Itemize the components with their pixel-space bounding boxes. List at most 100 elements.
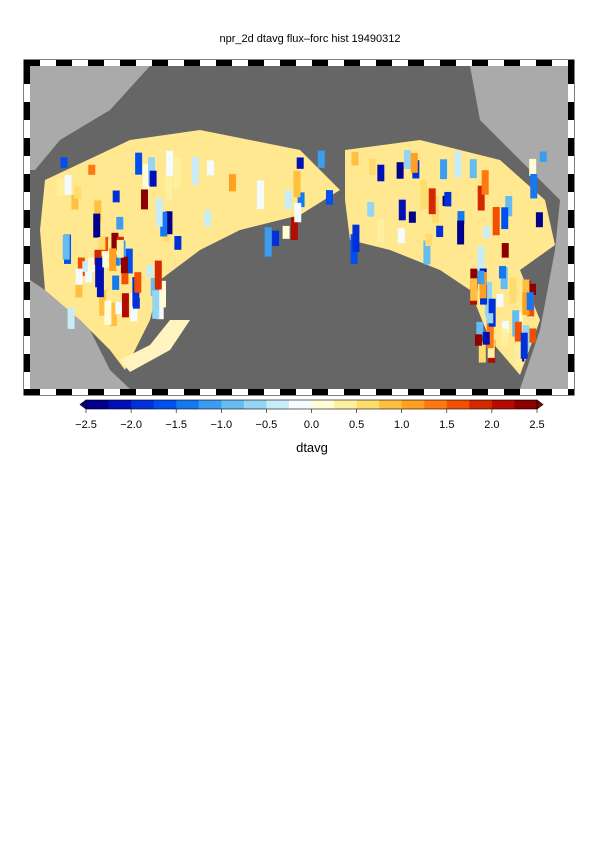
colorbar-segment xyxy=(266,400,290,409)
data-cell xyxy=(469,159,477,179)
border-tick xyxy=(24,318,30,336)
data-cell xyxy=(520,332,528,359)
border-tick xyxy=(24,174,30,192)
title: npr_2d dtavg flux–forc hist 19490312 xyxy=(219,33,400,45)
border-tick xyxy=(568,389,574,395)
data-cells xyxy=(56,150,547,366)
border-tick xyxy=(568,66,574,84)
border-tick xyxy=(568,246,574,264)
data-cell xyxy=(85,262,93,283)
border-tick xyxy=(568,264,574,282)
data-cell xyxy=(535,212,543,228)
border-tick xyxy=(24,156,30,174)
data-cell xyxy=(71,194,79,210)
data-cell xyxy=(397,228,405,244)
data-cell xyxy=(515,341,523,366)
border-tick xyxy=(280,60,296,66)
border-tick xyxy=(280,389,296,395)
data-cell xyxy=(294,202,302,223)
border-tick xyxy=(536,389,552,395)
data-cell xyxy=(496,294,504,308)
border-tick xyxy=(344,60,360,66)
border-tick xyxy=(168,60,184,66)
data-cell xyxy=(501,207,509,230)
border-tick xyxy=(216,389,232,395)
border-tick xyxy=(152,389,168,395)
data-cell xyxy=(530,174,538,199)
data-cell xyxy=(482,331,490,345)
data-cell xyxy=(297,192,305,208)
border-tick xyxy=(136,60,152,66)
border-tick xyxy=(24,300,30,318)
border-tick xyxy=(520,60,536,66)
data-cell xyxy=(403,150,411,170)
border-tick xyxy=(568,192,574,210)
data-cell xyxy=(56,179,64,197)
colorbar-tick-label: 2.0 xyxy=(484,419,499,431)
data-cell xyxy=(146,265,154,278)
border-tick xyxy=(168,389,184,395)
data-cell xyxy=(290,217,298,241)
colorbar-segment xyxy=(469,400,493,409)
data-cell xyxy=(116,239,124,258)
border-tick xyxy=(536,60,552,66)
data-cell xyxy=(529,283,537,295)
data-cell xyxy=(492,207,500,236)
land xyxy=(470,66,568,389)
data-cell xyxy=(95,257,103,288)
data-cell xyxy=(166,150,174,176)
border-tick xyxy=(40,389,56,395)
border-tick xyxy=(24,264,30,282)
colorbar-segment xyxy=(424,400,448,409)
border-tick xyxy=(424,389,440,395)
border-tick xyxy=(232,389,248,395)
border-tick xyxy=(408,60,424,66)
border-tick xyxy=(24,228,30,246)
data-cell xyxy=(152,290,160,319)
data-cell xyxy=(115,302,123,315)
data-cell xyxy=(396,162,404,179)
border-tick xyxy=(24,84,30,102)
data-cell xyxy=(478,341,486,363)
data-cell xyxy=(367,201,375,217)
data-cell xyxy=(64,175,72,195)
data-cell xyxy=(109,302,117,327)
data-cell xyxy=(174,236,182,250)
data-cell xyxy=(529,328,537,343)
data-cell xyxy=(112,255,120,266)
border-tick xyxy=(488,60,504,66)
border-tick xyxy=(568,228,574,246)
data-cell xyxy=(165,175,173,202)
border-tick xyxy=(472,389,488,395)
border-tick xyxy=(72,389,88,395)
data-cell xyxy=(425,234,433,246)
border-tick xyxy=(40,60,56,66)
data-cell xyxy=(158,280,166,308)
data-cell xyxy=(502,320,510,333)
data-cell xyxy=(140,189,148,210)
data-cell xyxy=(477,270,485,285)
data-cell xyxy=(296,157,304,169)
colorbar-tick-label: 1.0 xyxy=(394,419,409,431)
data-cell xyxy=(121,273,129,285)
data-cell xyxy=(116,216,124,230)
data-cell xyxy=(111,232,119,251)
data-cell xyxy=(368,158,376,175)
border-tick xyxy=(408,389,424,395)
data-cell xyxy=(104,300,112,326)
border-tick xyxy=(568,372,574,389)
colorbar-segment xyxy=(243,400,267,409)
map-border xyxy=(24,60,574,395)
colorbar-tick-label: −2.0 xyxy=(120,419,142,431)
data-cell xyxy=(160,211,168,237)
border-tick xyxy=(344,389,360,395)
border-tick xyxy=(24,60,40,66)
colorbar-end xyxy=(79,399,87,410)
data-cell xyxy=(483,226,491,239)
border-tick xyxy=(248,60,264,66)
border-tick xyxy=(328,60,344,66)
data-cell xyxy=(77,257,85,276)
data-cell xyxy=(284,190,292,210)
data-cell xyxy=(120,256,128,274)
data-cell xyxy=(264,227,272,257)
